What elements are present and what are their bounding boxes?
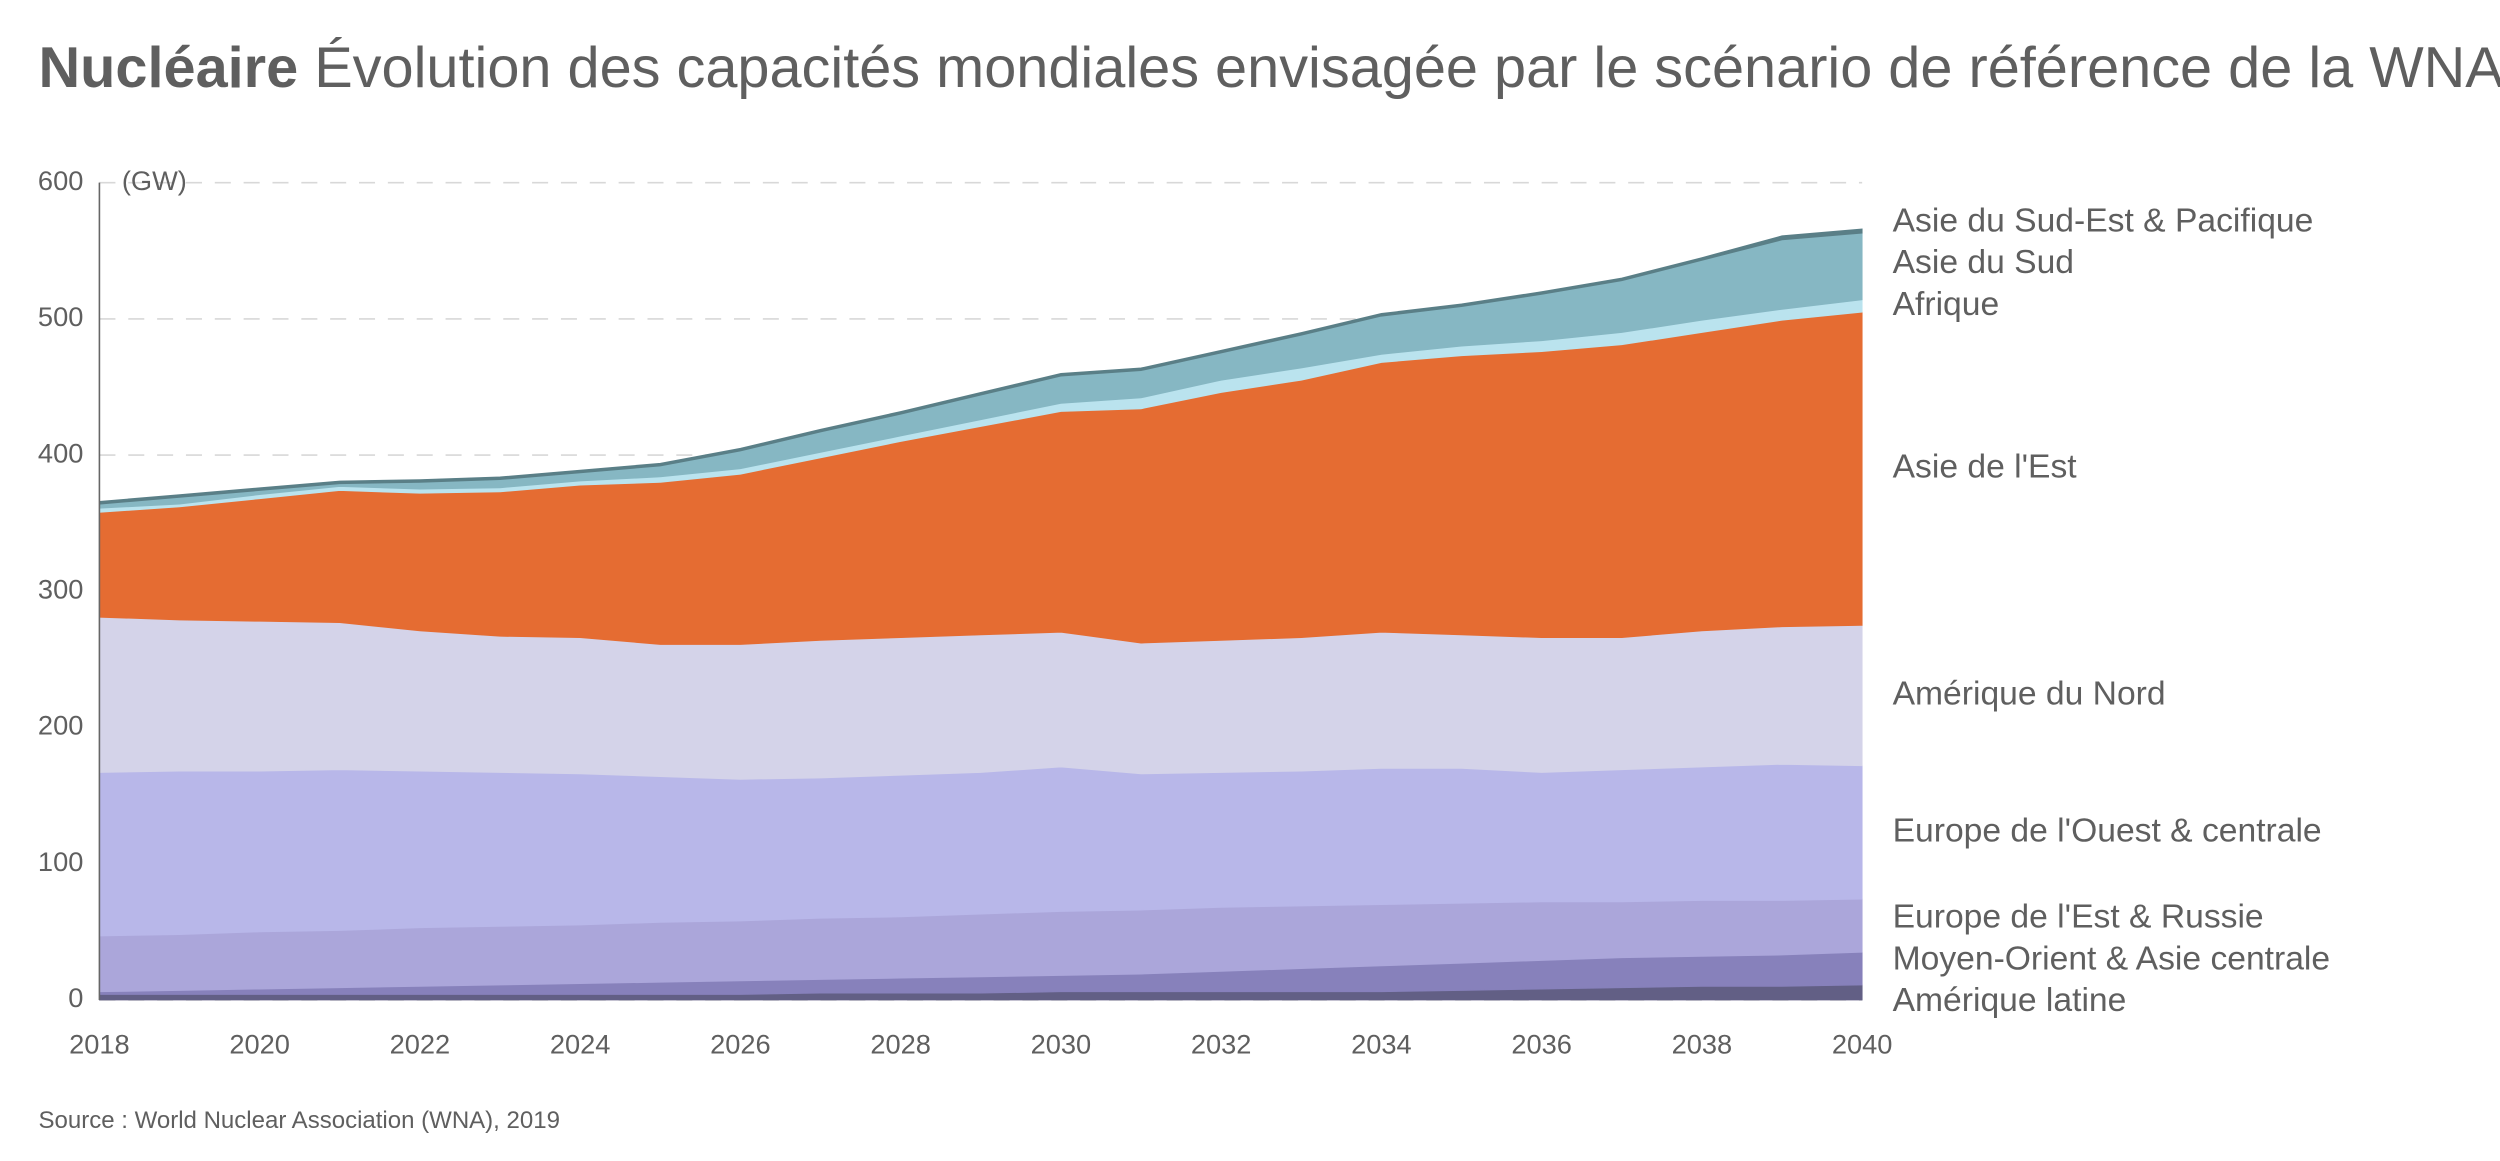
legend-label: Europe de l'Est & Russie xyxy=(1893,899,2264,936)
areas xyxy=(99,228,1863,1001)
legend-label: Afrique xyxy=(1893,286,2000,323)
y-tick-label: 100 xyxy=(38,846,83,877)
x-tick-label: 2030 xyxy=(1031,1029,1092,1060)
x-tick-label: 2038 xyxy=(1672,1029,1733,1060)
y-tick-label: 200 xyxy=(38,710,83,741)
legend-label: Europe de l'Ouest & centrale xyxy=(1893,812,2322,849)
x-tick-label: 2028 xyxy=(870,1029,931,1060)
legend-label: Amérique latine xyxy=(1893,982,2127,1019)
legend-label: Moyen-Orient & Asie centrale xyxy=(1893,940,2331,977)
y-tick-label: 0 xyxy=(68,982,83,1013)
y-tick-label: 300 xyxy=(38,574,83,605)
legend-label: Asie du Sud xyxy=(1893,244,2074,281)
area xyxy=(99,616,1863,780)
legend-label: Asie de l'Est xyxy=(1893,449,2078,486)
chart-title: Nucléaire Évolution des capacités mondia… xyxy=(39,36,2500,100)
y-tick-label: 500 xyxy=(38,301,83,332)
x-tick-label: 2040 xyxy=(1832,1029,1893,1060)
y-tick-label: 400 xyxy=(38,437,83,468)
area xyxy=(99,228,1863,505)
source: Source : World Nuclear Association (WNA)… xyxy=(39,1107,560,1134)
title-bold: Nucléaire xyxy=(39,36,299,100)
x-tick-label: 2032 xyxy=(1191,1029,1252,1060)
x-tick-label: 2034 xyxy=(1351,1029,1412,1060)
x-tick-label: 2026 xyxy=(710,1029,771,1060)
y-tick-label: 600 xyxy=(38,165,83,196)
x-tick-label: 2018 xyxy=(69,1029,130,1060)
x-tick-label: 2020 xyxy=(229,1029,290,1060)
legend-label: Asie du Sud-Est & Pacifique xyxy=(1893,203,2314,240)
area xyxy=(99,311,1863,645)
x-tick-label: 2024 xyxy=(550,1029,611,1060)
x-tick-label: 2036 xyxy=(1511,1029,1572,1060)
legend-label: Amérique du Nord xyxy=(1893,675,2166,712)
axes: 0 100 200 300 400 500 600 (GW) 2018 2020 2022 2024 2… xyxy=(38,165,2330,1060)
x-tick-label: 2022 xyxy=(390,1029,451,1060)
title-rest: Évolution des capacités mondiales envisa… xyxy=(314,36,2500,100)
y-unit: (GW) xyxy=(122,165,187,196)
